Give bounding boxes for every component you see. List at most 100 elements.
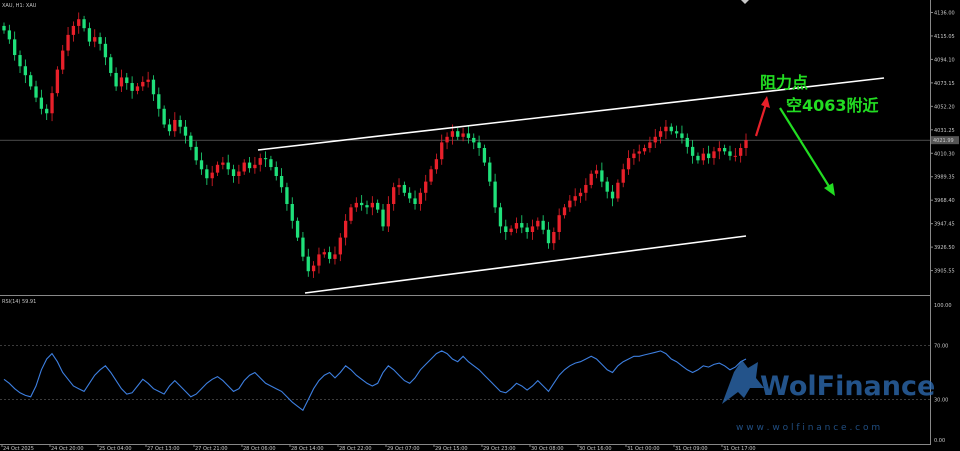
candle <box>706 145 711 164</box>
candle <box>568 195 572 212</box>
candle <box>354 197 358 212</box>
candle <box>29 71 33 90</box>
candle <box>424 174 428 201</box>
candle <box>477 135 481 156</box>
time-tick-label: 30 Oct 08:00 <box>531 446 564 451</box>
price-tick-label: 3968.40 <box>934 198 955 204</box>
candle <box>274 161 278 181</box>
candle <box>231 164 236 183</box>
candle <box>93 29 97 48</box>
time-tick-label: 31 Oct 09:00 <box>675 446 708 451</box>
scroll-marker-icon[interactable] <box>741 0 749 4</box>
candle <box>408 187 412 203</box>
time-tick-label: 28 Oct 22:00 <box>339 446 372 451</box>
candle <box>525 223 529 239</box>
candle <box>306 248 310 277</box>
candle <box>146 71 150 88</box>
candle <box>173 112 177 137</box>
candle <box>162 105 166 128</box>
time-tick-label: 24 Oct 2025 <box>3 446 34 451</box>
candle <box>82 15 86 32</box>
candle <box>226 154 230 175</box>
candle <box>509 225 513 236</box>
candle <box>397 178 401 196</box>
candle <box>429 165 433 185</box>
candle <box>696 152 700 164</box>
annotation-suffix: 附近 <box>847 96 879 115</box>
candle <box>669 123 673 135</box>
candle <box>45 104 49 120</box>
channel-lower-line[interactable] <box>304 235 747 294</box>
candle <box>504 219 508 240</box>
price-tick-label: 3905.55 <box>934 269 955 275</box>
price-tick-label: 3989.35 <box>934 175 955 181</box>
candle <box>472 133 476 150</box>
price-tick-label: 4094.10 <box>934 57 955 63</box>
candle <box>333 246 337 265</box>
candle <box>653 128 657 148</box>
annotation-prefix: 空 <box>786 96 802 115</box>
candle <box>739 143 743 163</box>
candle <box>71 21 76 42</box>
candle <box>600 162 604 188</box>
candle <box>440 134 444 165</box>
candle <box>488 156 492 187</box>
candle <box>722 144 727 155</box>
candle <box>338 233 342 262</box>
candle <box>418 188 423 211</box>
candle <box>616 179 620 202</box>
candle <box>552 227 556 250</box>
candle <box>701 148 705 165</box>
candle <box>349 204 353 225</box>
candle <box>381 204 385 231</box>
candle <box>125 72 129 90</box>
candle <box>402 181 407 197</box>
price-tick-label: 4052.20 <box>934 104 955 110</box>
candle <box>295 217 300 241</box>
rsi-tick-label: 100.00 <box>934 303 952 309</box>
candle <box>50 86 54 122</box>
candle <box>61 44 65 75</box>
candle <box>194 141 198 165</box>
candle <box>119 69 124 92</box>
channel-upper-line[interactable] <box>257 77 885 151</box>
time-tick-label: 29 Oct 15:00 <box>435 446 468 451</box>
time-tick-label: 31 Oct 17:00 <box>723 446 756 451</box>
candle <box>39 89 44 115</box>
candle <box>626 150 631 175</box>
price-tick-label: 4073.15 <box>934 81 955 87</box>
time-tick-label: 31 Oct 00:00 <box>627 446 660 451</box>
candle <box>648 136 652 153</box>
candle <box>141 76 145 91</box>
candle <box>23 59 28 84</box>
candle <box>7 24 11 44</box>
watermark-url: w w w . w o l f i n a n c e . c o m <box>736 423 880 433</box>
candle <box>263 151 268 168</box>
candle <box>557 208 561 240</box>
candle <box>680 125 684 144</box>
time-tick-label: 28 Oct 14:00 <box>291 446 324 451</box>
price-tick-label: 4136.00 <box>934 10 955 16</box>
candle <box>290 197 294 229</box>
candle <box>712 146 716 165</box>
candle <box>744 133 748 156</box>
time-tick-label: 29 Oct 23:00 <box>483 446 516 451</box>
wolfinance-logo: WolFinance w w w . w o l f i n a n c e .… <box>722 360 935 433</box>
candle <box>103 37 108 66</box>
candle <box>66 27 70 57</box>
price-tick-label: 3947.45 <box>934 222 955 228</box>
candle <box>562 204 567 219</box>
current-price-box <box>931 136 959 145</box>
candle <box>13 31 17 61</box>
symbol-label: XAU, H1: XAU <box>2 3 37 9</box>
annotation-line2: 空4063附近 <box>786 96 879 115</box>
candle <box>728 145 732 161</box>
rsi-tick-label: 0.00 <box>934 438 945 444</box>
candle <box>253 156 257 174</box>
candle <box>733 148 737 162</box>
candle <box>514 217 519 234</box>
candle <box>365 200 369 215</box>
candle <box>301 232 305 262</box>
